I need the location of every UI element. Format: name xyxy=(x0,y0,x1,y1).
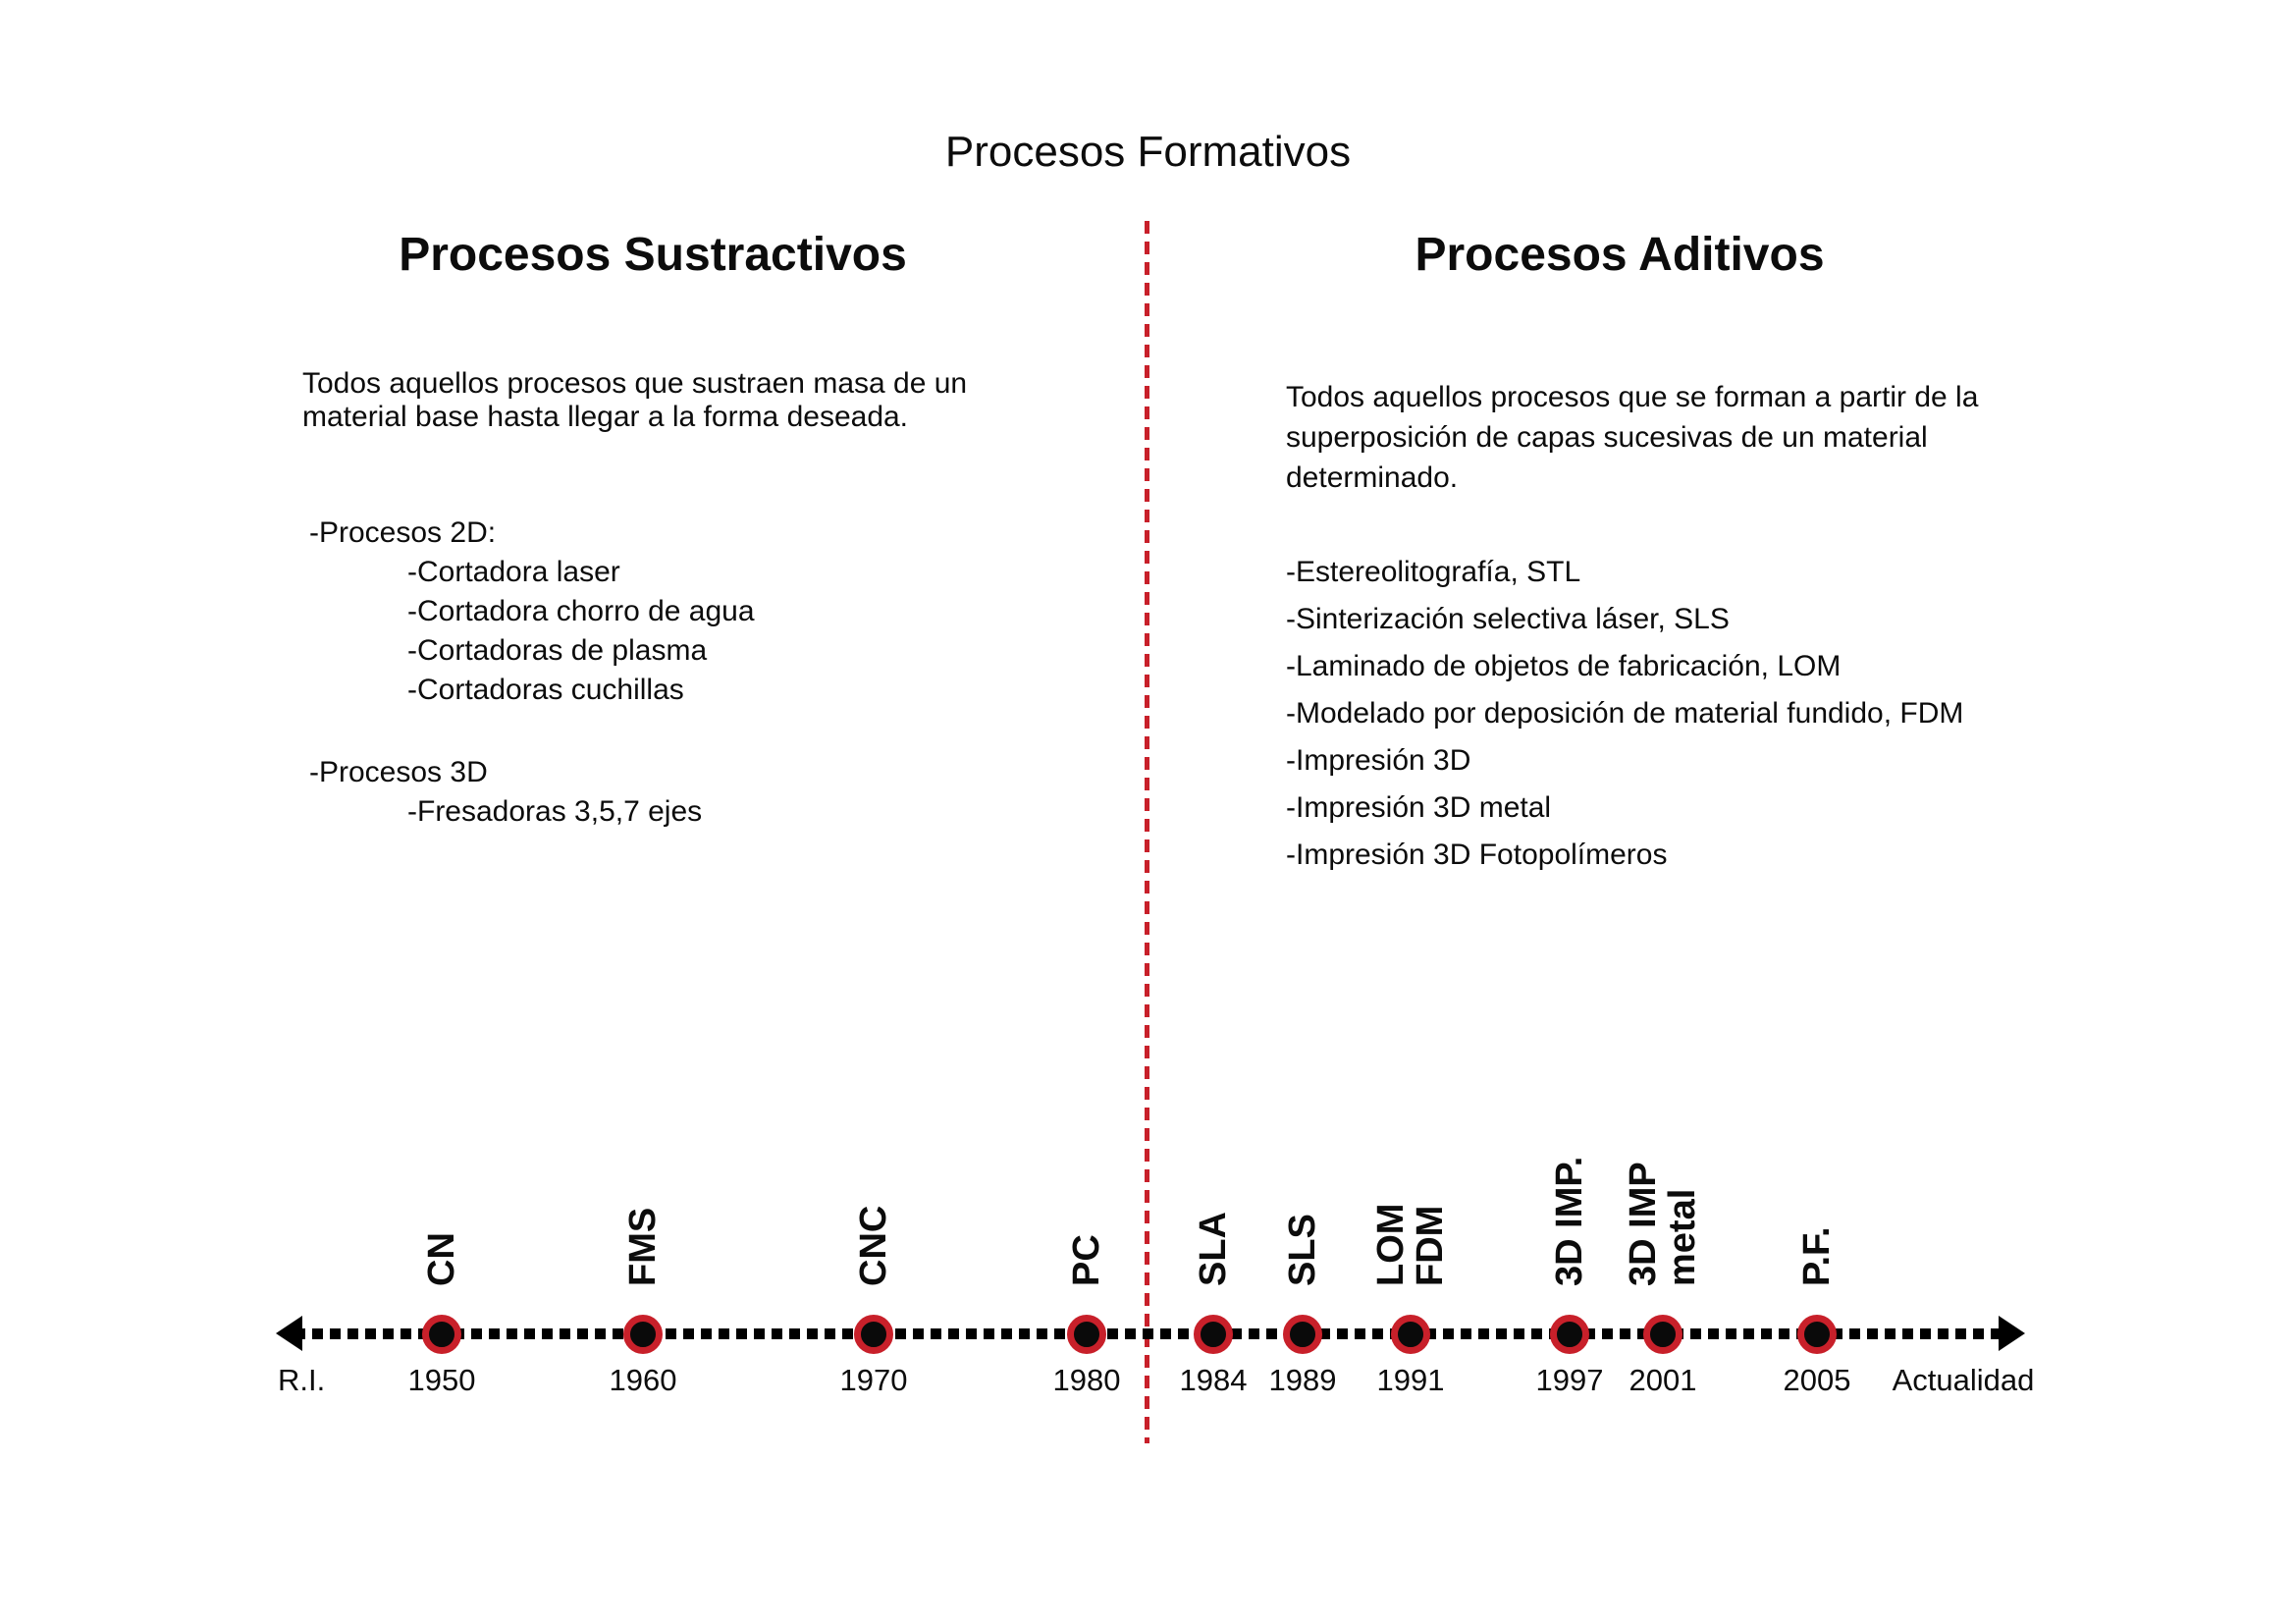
timeline-dot-1997 xyxy=(1550,1315,1589,1354)
list-item: -Impresión 3D Fotopolímeros xyxy=(1286,839,1668,871)
left-section-list: -Procesos 2D: -Cortadora laser -Cortador… xyxy=(309,514,755,832)
timeline-event-label: PC xyxy=(1066,1234,1107,1286)
timeline-event-label: 3D IMP metal xyxy=(1623,1162,1703,1286)
timeline-year: 1980 xyxy=(1052,1363,1121,1397)
timeline-year: 1997 xyxy=(1535,1363,1604,1397)
timeline-dot-1980 xyxy=(1067,1315,1106,1354)
timeline-event-label: CN xyxy=(421,1232,462,1286)
timeline-year: 1960 xyxy=(609,1363,677,1397)
timeline-event-label: SLS xyxy=(1282,1214,1323,1286)
timeline-right-arrow-icon xyxy=(1999,1316,2025,1351)
timeline-event-label: 3D IMP. xyxy=(1549,1156,1590,1286)
list-item: -Cortadoras cuchillas xyxy=(407,674,684,706)
list-item: -Cortadora laser xyxy=(407,556,620,588)
list-item: -Sinterización selectiva láser, SLS xyxy=(1286,603,1730,635)
timeline-event-label: CNC xyxy=(853,1205,894,1286)
timeline-dot-1950 xyxy=(422,1315,461,1354)
timeline-dot-1991 xyxy=(1391,1315,1430,1354)
timeline-event-label: P.F. xyxy=(1796,1226,1838,1286)
list-item: -Fresadoras 3,5,7 ejes xyxy=(407,795,703,828)
list-item: -Impresión 3D metal xyxy=(1286,791,1552,824)
timeline-dot-2001 xyxy=(1643,1315,1682,1354)
timeline-year: 1950 xyxy=(407,1363,476,1397)
timeline-dotted-axis xyxy=(294,1328,2002,1339)
right-section-list: -Estereolitografía, STL -Sinterización s… xyxy=(1286,553,2017,883)
timeline-year: 1989 xyxy=(1268,1363,1337,1397)
timeline-event-label: LOM FDM xyxy=(1370,1203,1451,1286)
timeline-year: 1991 xyxy=(1376,1363,1445,1397)
page-title: Procesos Formativos xyxy=(944,128,1352,176)
right-section-description: Todos aquellos procesos que se forman a … xyxy=(1286,381,1979,494)
left-section-heading: Procesos Sustractivos xyxy=(399,229,907,281)
timeline-year: 2005 xyxy=(1783,1363,1851,1397)
timeline-end-label: Actualidad xyxy=(1892,1363,2035,1397)
list-item: -Laminado de objetos de fabricación, LOM xyxy=(1286,650,1842,682)
timeline-dot-1984 xyxy=(1194,1315,1233,1354)
list-item: -Cortadoras de plasma xyxy=(407,634,708,667)
timeline-year: 1970 xyxy=(839,1363,908,1397)
section-divider-dashed-line xyxy=(1145,221,1149,1443)
list-item: -Cortadora chorro de agua xyxy=(407,595,755,627)
list-item: -Impresión 3D xyxy=(1286,744,1471,777)
timeline-left-arrow-icon xyxy=(276,1316,302,1351)
list-item: -Estereolitografía, STL xyxy=(1286,556,1581,588)
timeline-dot-1970 xyxy=(854,1315,893,1354)
timeline-dot-2005 xyxy=(1797,1315,1837,1354)
timeline-event-label: FMS xyxy=(622,1207,664,1286)
timeline-dot-1989 xyxy=(1283,1315,1322,1354)
timeline-year: 2001 xyxy=(1629,1363,1697,1397)
right-section-heading: Procesos Aditivos xyxy=(1415,229,1825,281)
timeline-year: 1984 xyxy=(1179,1363,1248,1397)
left-group-3d-label: -Procesos 3D xyxy=(309,756,488,788)
timeline-dot-1960 xyxy=(623,1315,663,1354)
left-group-2d-label: -Procesos 2D: xyxy=(309,516,497,549)
list-item: -Modelado por deposición de material fun… xyxy=(1286,697,1964,730)
timeline-event-label: SLA xyxy=(1193,1212,1234,1286)
left-section-description: Todos aquellos procesos que sustraen mas… xyxy=(302,367,968,433)
timeline-start-label: R.I. xyxy=(278,1363,326,1397)
